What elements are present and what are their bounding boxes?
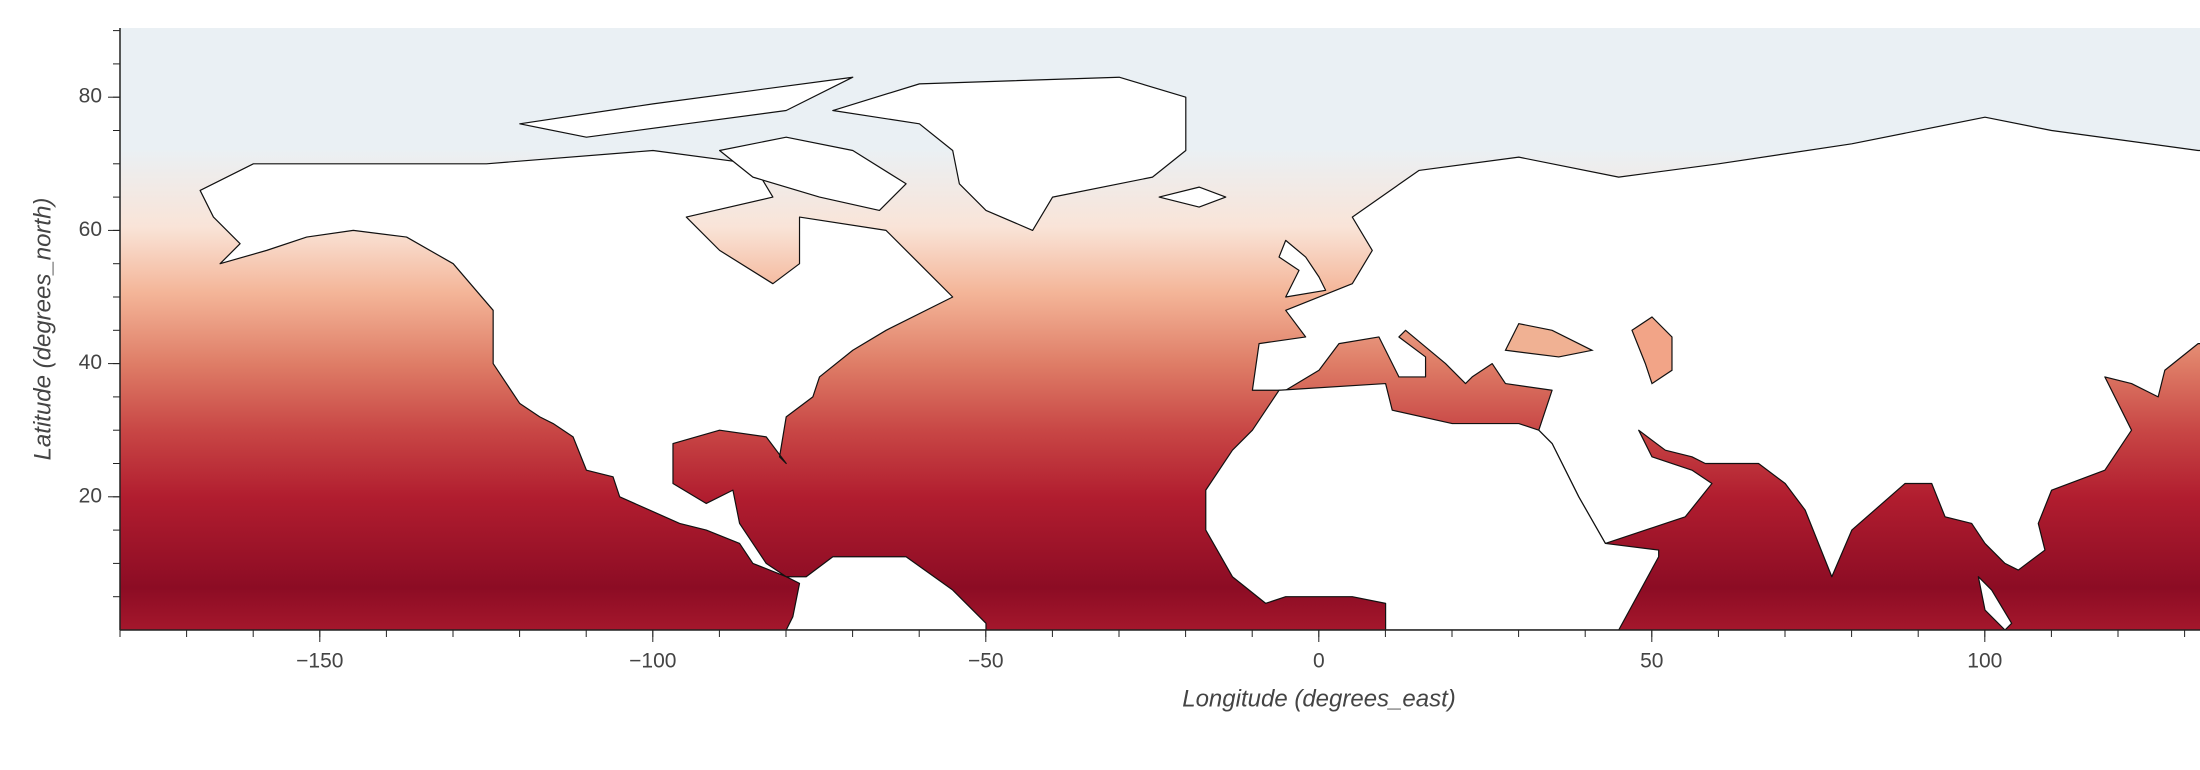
eurasia <box>1252 117 2200 577</box>
x-tick-label: 50 <box>1640 650 1663 673</box>
north-america <box>200 150 986 630</box>
ticks: −150 −100 −50 0 50 100 20 40 60 80 <box>79 30 2186 673</box>
x-tick-label: −150 <box>296 650 343 673</box>
x-axis-label: Longitude (degrees_east) <box>1182 685 1456 712</box>
x-tick-label: 100 <box>1967 650 2002 673</box>
africa <box>1206 384 1659 630</box>
y-tick-label: 80 <box>79 85 102 108</box>
iceland <box>1159 187 1226 207</box>
map-area <box>120 28 2200 630</box>
greenland <box>833 77 1186 230</box>
y-tick-label: 60 <box>79 218 102 241</box>
baffin-island <box>720 137 906 210</box>
black-sea <box>1505 324 1592 357</box>
x-tick-label: 0 <box>1313 650 1325 673</box>
arctic-islands <box>520 77 853 137</box>
britain <box>1279 240 1326 297</box>
y-tick-label: 40 <box>79 351 102 374</box>
y-axis-label: Latitude (degrees_north) <box>29 198 56 461</box>
x-tick-label: −100 <box>629 650 676 673</box>
y-tick-label: 20 <box>79 484 102 507</box>
coastlines <box>200 77 2200 630</box>
malaya <box>1978 577 2011 630</box>
x-tick-label: −50 <box>968 650 1004 673</box>
caspian-sea <box>1632 317 1672 384</box>
